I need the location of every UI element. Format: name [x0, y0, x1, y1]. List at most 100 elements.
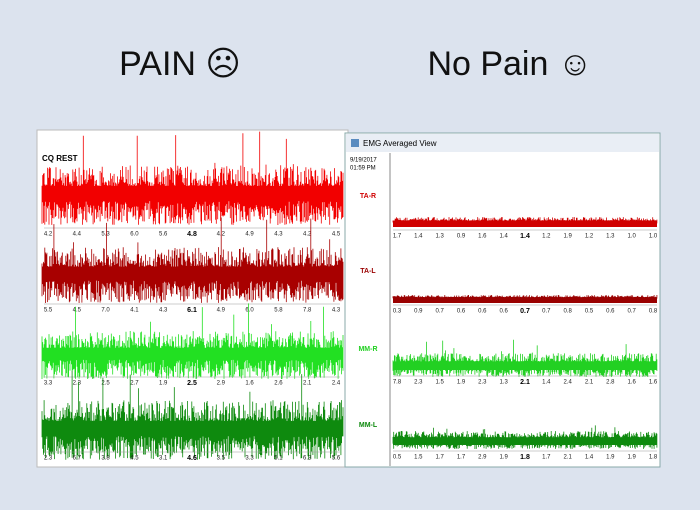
- no-pain-row-mean: 1.8: [520, 454, 530, 461]
- no-pain-row-value: 0.9: [457, 234, 466, 240]
- date: 9/19/2017: [350, 158, 377, 164]
- pain-row-value: 3.3: [44, 381, 53, 387]
- no-pain-row-value: 2.8: [606, 380, 615, 386]
- no-pain-row-value: 1.4: [499, 234, 508, 240]
- no-pain-row-value: 1.2: [542, 234, 551, 240]
- pain-row-value: 4.3: [332, 308, 341, 314]
- no-pain-row-value: 1.0: [627, 234, 636, 240]
- no-pain-row-value: 1.7: [435, 455, 444, 461]
- channel-label: TA-R: [360, 193, 376, 200]
- no-pain-row-value: 0.7: [627, 309, 636, 315]
- no-pain-row-value: 1.9: [499, 455, 508, 461]
- no-pain-row-value: 1.4: [414, 234, 423, 240]
- pain-row-value: 2.9: [217, 381, 226, 387]
- emg-trace: [41, 303, 344, 379]
- pain-row-value: 2.3: [73, 381, 82, 387]
- pain-row-value: 2.1: [303, 381, 312, 387]
- no-pain-row-value: 1.4: [585, 455, 594, 461]
- no-pain-row-value: 1.7: [457, 455, 466, 461]
- no-pain-row-value: 0.3: [393, 309, 402, 315]
- no-pain-row-value: 7.8: [393, 380, 402, 386]
- pain-row-value: 6.0: [245, 308, 254, 314]
- no-pain-row-value: 2.4: [563, 380, 572, 386]
- no-pain-row-value: 1.9: [627, 455, 636, 461]
- no-pain-row-value: 1.2: [585, 234, 594, 240]
- emg-trace: [41, 131, 344, 225]
- emg-trace: [392, 339, 658, 377]
- pain-row-value: 4.9: [245, 232, 254, 238]
- pain-row-value: 2.4: [332, 381, 341, 387]
- channel-label: MM-R: [358, 346, 377, 353]
- no-pain-row-value: 0.6: [457, 309, 466, 315]
- channel-label: MM-L: [359, 422, 378, 429]
- emg-trace: [41, 370, 344, 460]
- no-pain-row-mean: 0.7: [520, 308, 530, 315]
- pain-row-value: 4.1: [130, 308, 139, 314]
- pain-row-value: 6.7: [73, 456, 82, 462]
- pain-row-value: 7.8: [303, 308, 312, 314]
- pain-row-value: 2.7: [130, 381, 139, 387]
- pain-row-value: 4.3: [159, 308, 168, 314]
- no-pain-row-value: 0.7: [542, 309, 551, 315]
- no-pain-row-value: 2.3: [478, 380, 487, 386]
- pain-row-value: 6.3: [303, 456, 312, 462]
- pain-row-mean: 6.1: [187, 307, 197, 314]
- no-pain-row-value: 1.9: [563, 234, 572, 240]
- pain-row-value: 4.5: [130, 456, 139, 462]
- no-pain-row-value: 0.6: [499, 309, 508, 315]
- traces: 4.24.45.36.05.64.84.24.94.34.24.55.54.57…: [41, 131, 658, 462]
- no-pain-row-value: 0.7: [435, 309, 444, 315]
- no-pain-row-value: 1.0: [649, 234, 658, 240]
- pain-row-value: 4.2: [303, 232, 312, 238]
- no-pain-row-value: 0.5: [585, 309, 594, 315]
- window-titlebar: [346, 134, 659, 152]
- pain-row-value: 1.6: [245, 381, 254, 387]
- pain-row-value: 2.5: [101, 381, 110, 387]
- no-pain-row-value: 2.1: [585, 380, 594, 386]
- no-pain-row-value: 1.4: [542, 380, 551, 386]
- no-pain-row-value: 1.7: [393, 234, 402, 240]
- window-title: EMG Averaged View: [363, 139, 437, 148]
- no-pain-row-value: 1.6: [627, 380, 636, 386]
- pain-row-value: 5.5: [44, 308, 53, 314]
- right-title: No Pain ☺: [427, 45, 592, 83]
- pain-row-value: 5.1: [274, 456, 283, 462]
- no-pain-row-value: 0.6: [478, 309, 487, 315]
- no-pain-row-value: 1.6: [649, 380, 658, 386]
- pain-row-value: 6.0: [130, 232, 139, 238]
- pain-row-value: 3.1: [159, 456, 168, 462]
- pain-row-value: 2.6: [274, 381, 283, 387]
- pain-row-value: 5.8: [274, 308, 283, 314]
- pain-row-value: 4.5: [332, 232, 341, 238]
- emg-trace: [392, 425, 658, 449]
- no-pain-row-value: 1.6: [478, 234, 487, 240]
- time: 01:59 PM: [350, 166, 376, 172]
- emg-trace: [41, 217, 344, 303]
- pain-row-value: 4.5: [73, 308, 82, 314]
- pain-label: CQ REST: [42, 154, 78, 163]
- no-pain-row-value: 2.1: [563, 455, 572, 461]
- window-icon: [351, 139, 359, 147]
- no-pain-row-value: 1.9: [606, 455, 615, 461]
- pain-row-value: 4.2: [44, 232, 53, 238]
- pain-row-value: 3.8: [101, 456, 110, 462]
- pain-row-value: 4.9: [217, 308, 226, 314]
- no-pain-row-value: 1.5: [435, 380, 444, 386]
- pain-row-value: 3.3: [245, 456, 254, 462]
- pain-row-mean: 4.8: [187, 231, 197, 238]
- trace-base: [393, 298, 657, 303]
- no-pain-row-value: 1.5: [414, 455, 423, 461]
- no-pain-row-value: 1.7: [542, 455, 551, 461]
- no-pain-row-value: 0.8: [649, 309, 658, 315]
- trace-base: [393, 222, 657, 227]
- pain-row-value: 7.0: [101, 308, 110, 314]
- pain-row-value: 2.3: [44, 456, 53, 462]
- pain-row-value: 4.4: [73, 232, 82, 238]
- no-pain-row-value: 2.3: [414, 380, 423, 386]
- no-pain-row-value: 0.9: [414, 309, 423, 315]
- no-pain-row-value: 1.3: [499, 380, 508, 386]
- no-pain-row-value: 0.8: [563, 309, 572, 315]
- no-pain-row-mean: 1.4: [520, 233, 530, 240]
